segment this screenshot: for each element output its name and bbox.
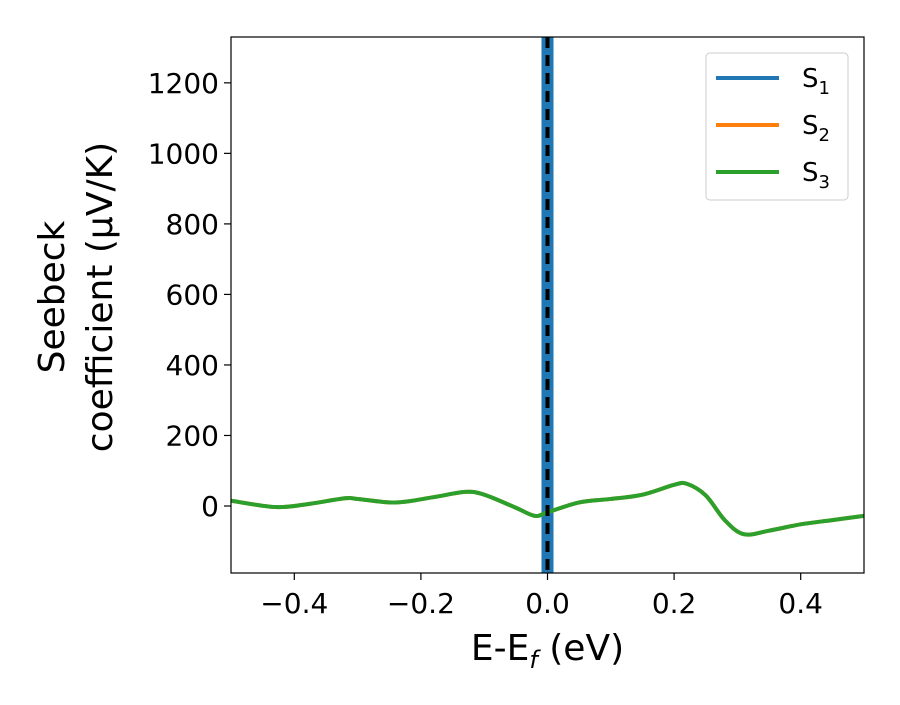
x-tick-label: 0.0 [525, 587, 570, 620]
y-axis-label-line1: Seebeck [32, 220, 73, 373]
legend-item-s1: S1 [716, 64, 830, 99]
legend-label: S3 [802, 158, 830, 193]
legend-item-s2: S2 [716, 111, 830, 146]
legend-item-s3: S3 [716, 158, 830, 193]
legend-label: S2 [802, 111, 830, 146]
legend-label: S1 [802, 64, 830, 99]
y-tick-label: 400 [166, 349, 219, 382]
x-tick-label: 0.4 [778, 587, 823, 620]
y-tick-label: 0 [201, 490, 219, 523]
y-tick-label: 200 [166, 419, 219, 452]
y-tick-label: 600 [166, 278, 219, 311]
legend: S1 S2 S3 [705, 52, 849, 201]
y-axis-label: Seebeck coefficient (μV/K) [32, 142, 121, 452]
x-tick-label: −0.4 [260, 587, 328, 620]
x-axis-label-unit: (eV) [538, 628, 624, 669]
x-axis-label: E-Ef (eV) [471, 628, 624, 674]
series-line-s3 [231, 480, 864, 537]
series-layer [231, 37, 864, 573]
y-tick-label: 1200 [148, 67, 219, 100]
y-axis-label-line2: coefficient (μV/K) [80, 142, 121, 452]
y-tick-label: 1000 [148, 137, 219, 170]
y-tick-label: 800 [166, 208, 219, 241]
x-tick-label: −0.2 [387, 587, 455, 620]
x-tick-label: 0.2 [652, 587, 697, 620]
ticks-layer: −0.4 −0.2 0.0 0.2 0.4 0 200 400 600 800 1000 1200 [148, 67, 823, 620]
